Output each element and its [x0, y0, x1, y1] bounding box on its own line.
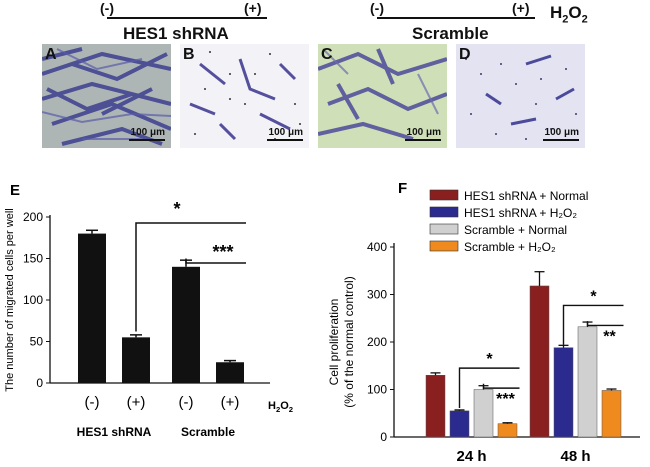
- chart-f-annotation-0-1: ***: [496, 391, 515, 408]
- chart-f-ytick-label-4: 400: [367, 240, 387, 254]
- chart-e-group-label-1: Scramble: [181, 425, 235, 439]
- chart-e-y-label: The number of migrated cells per well: [4, 208, 16, 391]
- chart-f-legend-swatch-0: [429, 189, 459, 201]
- chart-e-ytick-label-1: 50: [30, 335, 44, 349]
- chart-f-legend-label-1: HES1 shRNA + H₂O₂: [464, 206, 577, 220]
- chart-f-bar-1-1: [553, 347, 574, 438]
- chart-f-annotation-1-0: *: [590, 288, 597, 305]
- chart-f-y-label: Cell proliferation: [327, 299, 341, 386]
- scale-label-c: 100 μm: [406, 127, 441, 138]
- hes1-bracket-line: [107, 17, 267, 19]
- chart-f-ytick-label-3: 300: [367, 288, 387, 302]
- micrograph-b: B 100 μm: [180, 44, 309, 148]
- chart-e-ytick-label-2: 100: [23, 293, 43, 307]
- scramble-plus-label: (+): [512, 0, 530, 16]
- group-scramble-title: Scramble: [412, 24, 489, 43]
- scale-bar-b: [267, 139, 303, 141]
- chart-e: E 0 50 100 150 200 The number of migrated cell…: [4, 182, 293, 439]
- micrograph-c-image: [318, 44, 447, 148]
- h2o2-header: H2O2: [550, 3, 588, 26]
- chart-e-ytick-label-3: 150: [23, 252, 43, 266]
- chart-f-legend-swatch-1: [429, 206, 459, 218]
- chart-f-ytick-label-2: 200: [367, 335, 387, 349]
- chart-f-bracket-inner-0: [482, 383, 520, 389]
- chart-f-bar-1-3: [601, 390, 622, 438]
- scale-label-a: 100 μm: [130, 127, 165, 138]
- chart-f-xtick-label-0: 24 h: [456, 448, 486, 465]
- chart-f: F HES1 shRNA + Normal HES1 shRNA + H₂O₂ Scr…: [327, 180, 640, 465]
- chart-f-bar-1-0: [529, 285, 550, 438]
- chart-e-panel-letter: E: [10, 182, 20, 199]
- chart-e-ytick-label-0: 0: [36, 376, 43, 390]
- chart-f-bracket-inner-1: [586, 321, 624, 327]
- scale-label-b: 100 μm: [268, 127, 303, 138]
- panel-letter-b: B: [183, 46, 195, 63]
- chart-f-annotation-1-1: **: [603, 328, 616, 345]
- scramble-bracket-line: [377, 17, 535, 19]
- chart-e-bracket-triple: [185, 258, 246, 264]
- chart-f-ytick-label-1: 100: [367, 383, 387, 397]
- micrograph-d: D 100 μm: [456, 44, 585, 148]
- chart-f-y-label-2: (% of the normal control): [342, 276, 356, 407]
- group-hes1-title: HES1 shRNA: [123, 24, 229, 43]
- chart-e-h2o2-label: H2O2: [268, 400, 293, 414]
- scale-bar-c: [405, 139, 441, 141]
- chart-e-annotation-1: ***: [212, 242, 233, 262]
- micrograph-d-image: [456, 44, 585, 148]
- chart-e-bar-3: [216, 362, 244, 383]
- micrograph-a: A 100 μm: [42, 44, 171, 148]
- hes1-plus-label: (+): [244, 0, 262, 16]
- chart-f-bracket-outer-1: [562, 304, 624, 345]
- chart-f-legend-label-2: Scramble + Normal: [464, 223, 567, 237]
- chart-f-legend-label-0: HES1 shRNA + Normal: [464, 189, 588, 203]
- chart-f-panel-letter: F: [398, 180, 407, 197]
- chart-e-bar-1: [122, 337, 150, 383]
- chart-e-bracket-star: [135, 222, 246, 332]
- chart-f-bar-1-2: [577, 326, 598, 438]
- chart-e-group-label-0: HES1 shRNA: [77, 425, 152, 439]
- chart-e-xtick-label-0: (-): [85, 394, 100, 411]
- scramble-minus-label: (-): [370, 0, 384, 16]
- scale-bar-d: [543, 139, 579, 141]
- chart-f-xtick-label-1: 48 h: [560, 448, 590, 465]
- scale-label-d: 100 μm: [544, 127, 579, 138]
- chart-f-legend-label-3: Scramble + H₂O₂: [464, 240, 556, 254]
- chart-f-annotation-0-0: *: [486, 351, 493, 368]
- panel-letter-a: A: [45, 46, 57, 63]
- panel-letter-c: C: [321, 46, 333, 63]
- micrograph-b-image: [180, 44, 309, 148]
- chart-e-xtick-label-1: (+): [127, 394, 146, 411]
- scale-bar-a: [129, 139, 165, 141]
- hes1-minus-label: (-): [100, 0, 114, 16]
- chart-e-bar-0: [78, 233, 106, 383]
- chart-e-ytick-label-4: 200: [23, 210, 43, 224]
- panel-letter-d: D: [459, 46, 471, 63]
- chart-f-bar-0-2: [473, 389, 494, 438]
- chart-e-annotation-0: *: [173, 199, 180, 219]
- chart-f-legend-swatch-2: [429, 223, 459, 235]
- chart-e-bar-2: [172, 266, 200, 383]
- chart-f-bracket-outer-0: [458, 367, 520, 409]
- chart-f-bar-0-0: [425, 375, 446, 438]
- chart-f-bar-0-3: [497, 423, 518, 438]
- chart-e-xtick-label-3: (+): [221, 394, 240, 411]
- chart-e-xtick-label-2: (-): [179, 394, 194, 411]
- chart-f-bar-0-1: [449, 410, 470, 438]
- chart-f-legend-swatch-3: [429, 240, 459, 252]
- chart-f-ytick-label-0: 0: [380, 430, 387, 444]
- micrograph-c: C 100 μm: [318, 44, 447, 148]
